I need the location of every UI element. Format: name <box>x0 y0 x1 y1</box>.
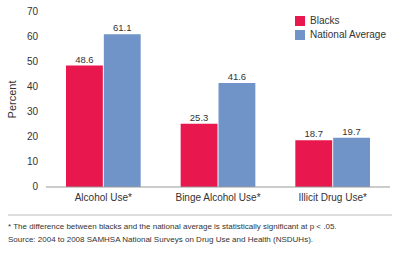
chart: 0 10 20 30 40 50 60 70 Percent 48.6 25.3 18.7 61.1 41… <box>0 0 400 275</box>
bar <box>104 34 141 187</box>
bar <box>181 124 218 187</box>
footnote: * The difference between blacks and the … <box>8 222 337 231</box>
data-label: 48.6 <box>75 54 94 65</box>
x-tick-label: Alcohol Use* <box>75 192 132 203</box>
data-labels: 48.6 25.3 18.7 61.1 41.6 19.7 <box>75 22 361 139</box>
bar <box>333 138 370 187</box>
x-tick-label: Illicit Drug Use* <box>298 192 366 203</box>
footnote: Source: 2004 to 2008 SAMHSA National Sur… <box>8 235 313 244</box>
y-tick-label: 10 <box>27 156 39 167</box>
bars <box>66 34 370 187</box>
bar <box>295 140 332 187</box>
data-label: 18.7 <box>304 128 323 139</box>
data-label: 19.7 <box>342 126 361 137</box>
bar <box>219 83 256 187</box>
x-axis-line <box>46 187 390 188</box>
legend: Blacks National Average <box>295 15 386 40</box>
y-tick-label: 0 <box>32 181 38 192</box>
x-tick-label: Binge Alcohol Use* <box>175 192 260 203</box>
legend-label: National Average <box>310 29 386 40</box>
data-label: 41.6 <box>228 71 247 82</box>
y-axis-label: Percent <box>6 81 18 119</box>
data-label: 25.3 <box>190 112 209 123</box>
y-tick-label: 60 <box>27 31 39 42</box>
y-tick-label: 50 <box>27 56 39 67</box>
separator <box>8 215 392 216</box>
legend-label: Blacks <box>310 15 339 26</box>
legend-swatch <box>295 16 305 26</box>
y-tick-label: 40 <box>27 81 39 92</box>
y-tick-label: 30 <box>27 106 39 117</box>
data-label: 61.1 <box>113 22 132 33</box>
y-tick-label: 70 <box>27 6 39 17</box>
y-tick-label: 20 <box>27 131 39 142</box>
legend-swatch <box>295 30 305 40</box>
bar <box>66 66 103 188</box>
